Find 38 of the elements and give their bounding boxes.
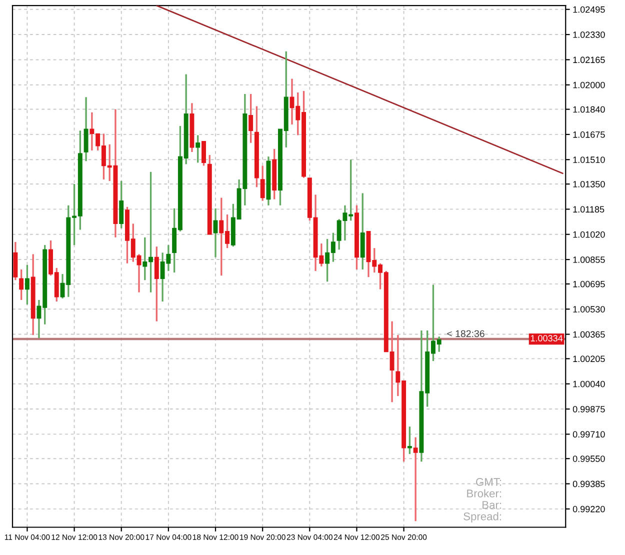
y-tick-label: 1.01185: [573, 206, 604, 213]
candlestick: [196, 134, 200, 164]
y-tick-label: 1.00365: [573, 331, 605, 338]
y-tick-label: 1.00695: [573, 280, 605, 288]
candlestick: [19, 268, 24, 301]
y-tick-label: 1.00855: [573, 256, 605, 263]
candlestick: [84, 96, 88, 162]
annotation: GMT:: [476, 478, 502, 486]
y-tick-label: 1.01020: [573, 231, 605, 238]
candlestick: [407, 426, 412, 455]
y-tick-label: 1.01510: [573, 156, 605, 163]
y-tick-label: 1.02000: [573, 82, 605, 88]
candlestick: [24, 264, 30, 306]
candlestick: [154, 246, 159, 322]
candlestick: [260, 164, 265, 202]
y-tick-label: 1.02165: [573, 56, 605, 64]
y-tick-label: 0.99875: [572, 406, 605, 412]
y-tick-label: 1.00040: [573, 380, 605, 388]
y-tick-label: 0.99550: [572, 456, 605, 462]
annotation: Bar:: [482, 501, 501, 509]
y-tick-label: 1.02330: [573, 32, 605, 38]
annotation: Broker:: [467, 489, 502, 498]
y-tick-label: 0.99710: [572, 431, 605, 438]
y-tick-label: 0.99385: [572, 480, 605, 488]
candlestick: [413, 436, 418, 522]
annotation: < 182:36: [447, 330, 484, 338]
y-tick-label: 0.99220: [572, 506, 605, 512]
ref-line-label: 1.00334: [530, 335, 563, 342]
candlestick: [119, 180, 124, 230]
y-tick-label: 1.00530: [573, 306, 605, 312]
annotation: Spread:: [464, 512, 502, 523]
y-tick-label: 1.01840: [573, 106, 605, 113]
y-tick-label: 1.01350: [573, 180, 605, 188]
y-tick-label: 1.00205: [573, 356, 605, 362]
candlestick: [248, 93, 254, 144]
y-tick-label: 1.02495: [573, 6, 605, 13]
y-tick-label: 1.01675: [573, 131, 605, 138]
candlestick: [202, 140, 206, 167]
